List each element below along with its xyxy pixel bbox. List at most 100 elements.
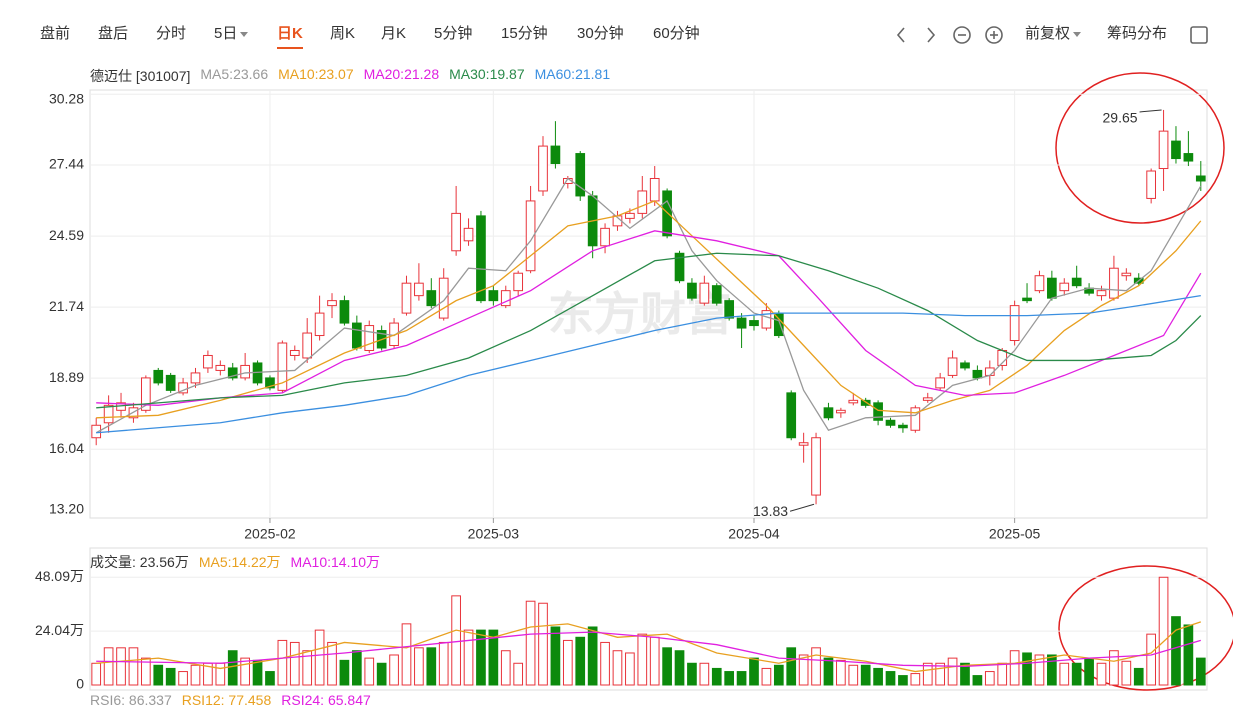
candle-body xyxy=(786,392,797,439)
nav-icons[interactable] xyxy=(896,26,1208,44)
next-icon[interactable] xyxy=(927,27,936,43)
prev-icon[interactable] xyxy=(896,27,905,43)
vol-tick-label: 24.04万 xyxy=(35,622,84,638)
candle-body xyxy=(103,404,114,424)
candle-body xyxy=(401,282,412,314)
period-tab-label[interactable]: 月K xyxy=(381,25,407,42)
volume-bar xyxy=(1009,650,1020,686)
period-tab-label[interactable]: 盘后 xyxy=(98,25,129,42)
y-tick-label: 18.89 xyxy=(49,369,84,385)
period-tab-label[interactable]: 15分钟 xyxy=(501,25,548,42)
high-arrow xyxy=(1139,109,1162,113)
candle-body xyxy=(836,409,846,414)
candle-body xyxy=(488,290,499,302)
candle-body xyxy=(500,290,511,307)
ma-legend: MA20:21.28 xyxy=(363,66,440,82)
rsi-legend-item: RSI12: 77.458 xyxy=(181,692,272,708)
fullscreen-icon[interactable] xyxy=(1190,26,1208,44)
volume-bar xyxy=(302,650,313,686)
y-tick-label: 16.04 xyxy=(49,440,84,456)
candle-body xyxy=(687,282,697,299)
period-tab-label[interactable]: 周K xyxy=(330,25,356,42)
period-tab-label[interactable]: 60分钟 xyxy=(653,25,700,42)
vol-tick-label: 48.09万 xyxy=(35,568,84,584)
volume-bar xyxy=(773,664,784,686)
volume-bar xyxy=(1059,662,1070,686)
candle-body xyxy=(1121,272,1132,277)
volume-bar xyxy=(550,626,561,686)
volume-bar xyxy=(699,662,710,686)
volume-bar xyxy=(972,675,983,686)
volume-bar xyxy=(488,629,499,686)
candle-body xyxy=(1009,305,1020,342)
volume-bar xyxy=(873,667,883,686)
period-tab-label[interactable]: 分时 xyxy=(156,25,187,42)
volume-bar xyxy=(141,657,151,686)
period-tab[interactable]: 60分钟 xyxy=(653,22,700,43)
volume-bar xyxy=(885,671,896,686)
period-tab[interactable]: 30分钟 xyxy=(577,22,624,43)
vol-ma-legend: MA5:14.22万 xyxy=(198,554,281,570)
candle-body xyxy=(364,325,375,351)
period-tab[interactable]: 5日 xyxy=(214,22,249,43)
volume-bar xyxy=(910,673,921,686)
volume-bar xyxy=(798,654,809,686)
adjust-label[interactable]: 前复权 xyxy=(1025,25,1071,42)
zoom-out-icon[interactable] xyxy=(953,26,971,44)
volume-bar xyxy=(562,639,573,686)
period-tab[interactable]: 分时 xyxy=(156,22,186,43)
volume-bar xyxy=(997,662,1008,686)
volume-bar xyxy=(823,657,834,686)
candle-body xyxy=(190,372,201,384)
period-tab[interactable]: 盘后 xyxy=(98,22,128,43)
volume-bar xyxy=(327,641,337,686)
volume-bar xyxy=(736,671,747,686)
period-tab[interactable]: 日K xyxy=(277,22,303,49)
volume-bar xyxy=(1034,654,1045,686)
period-tab[interactable]: 周K xyxy=(330,22,355,43)
candle-body xyxy=(885,419,896,426)
period-tab-label[interactable]: 盘前 xyxy=(40,25,71,42)
volume-bar xyxy=(984,671,995,686)
zoom-in-icon[interactable] xyxy=(985,26,1003,44)
candle-body xyxy=(1183,153,1194,162)
period-tab-label[interactable]: 日K xyxy=(277,25,303,42)
ma-line xyxy=(96,631,1201,668)
volume-bar xyxy=(922,662,933,686)
candle-body xyxy=(736,317,747,329)
adjust-dropdown[interactable]: 前复权 xyxy=(1025,22,1082,43)
chips-button[interactable]: 筹码分布 xyxy=(1107,25,1168,42)
candle-body xyxy=(153,369,164,384)
candle-body xyxy=(525,200,536,272)
volume-bar xyxy=(289,641,300,686)
candle-body xyxy=(811,437,821,496)
period-tab-label[interactable]: 30分钟 xyxy=(577,25,624,42)
ma-line xyxy=(96,230,1202,406)
candle-body xyxy=(277,342,288,391)
rsi-legend: RSI6: 86.337 RSI12: 77.458 RSI24: 65.847 xyxy=(90,692,371,708)
period-tab[interactable]: 盘前 xyxy=(40,22,70,43)
x-tick-label: 2025-03 xyxy=(468,526,520,542)
candle-body xyxy=(327,300,337,307)
volume-bar xyxy=(128,647,139,686)
candle-body xyxy=(860,399,871,406)
stock-name: 德迈仕 [301007] xyxy=(90,68,191,84)
period-tab[interactable]: 月K xyxy=(381,22,406,43)
period-tab-label[interactable]: 5日 xyxy=(214,25,238,42)
y-tick-label: 27.44 xyxy=(49,156,84,172)
candle-body xyxy=(91,424,102,439)
candle-body xyxy=(823,407,834,419)
candle-body xyxy=(935,377,946,389)
period-tab[interactable]: 15分钟 xyxy=(501,22,548,43)
candle-body xyxy=(898,424,908,429)
candle-body xyxy=(711,285,722,304)
volume-bar xyxy=(190,664,201,686)
rsi-legend-item: RSI24: 65.847 xyxy=(281,692,371,708)
volume-bar xyxy=(612,650,623,686)
ma-legend: MA30:19.87 xyxy=(449,66,525,82)
period-tab-label[interactable]: 5分钟 xyxy=(434,25,473,42)
volume-bar xyxy=(1158,576,1169,686)
candle-body xyxy=(922,397,933,401)
period-tab[interactable]: 5分钟 xyxy=(434,22,472,43)
